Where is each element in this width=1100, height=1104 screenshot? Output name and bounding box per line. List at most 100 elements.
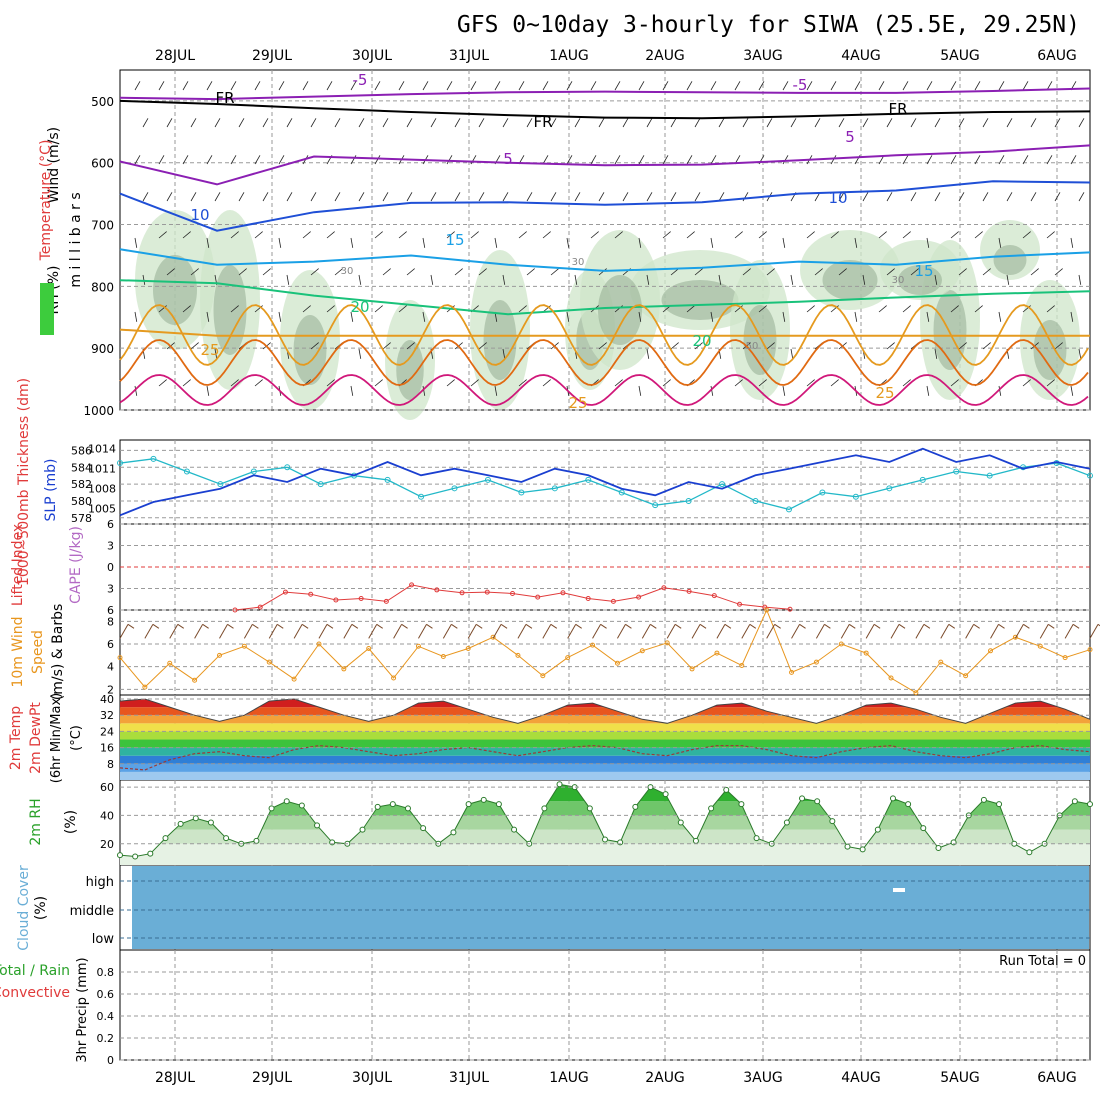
wind-barb <box>926 385 930 396</box>
wind-speed-marker <box>1062 655 1068 661</box>
surface-wind-barb-flag <box>849 623 856 629</box>
wind-barb <box>886 192 893 202</box>
wind-barb <box>430 274 434 285</box>
rh-2m-marker <box>359 826 366 833</box>
ytick-pressure: 600 <box>91 157 114 171</box>
ytick-lifted-index: 0 <box>107 561 114 574</box>
rh-2m-marker <box>920 825 927 832</box>
wind-barb <box>766 342 775 350</box>
wind-speed-marker <box>590 642 596 648</box>
wind-speed-marker <box>440 653 446 659</box>
wind-barb <box>830 379 839 387</box>
wind-speed-marker <box>415 643 421 649</box>
surface-wind-barb <box>393 624 403 639</box>
rh-2m-marker <box>480 796 487 803</box>
wind-barb <box>470 155 477 165</box>
ytick-precip: 0.4 <box>97 1010 115 1023</box>
wind-barb <box>382 192 389 202</box>
dewpoint-line <box>119 744 1091 771</box>
surface-wind-barb <box>1064 624 1074 639</box>
wind-barb <box>710 385 714 396</box>
wind-barb <box>310 118 317 128</box>
wind-barb <box>550 192 557 202</box>
contour-label: 30 <box>572 257 585 268</box>
wind-barb <box>494 81 501 91</box>
wind-barb <box>526 118 533 128</box>
rh-2m-marker <box>708 805 715 812</box>
rh-2m-marker <box>132 853 139 860</box>
wind-barb <box>1022 155 1029 165</box>
wind-barb <box>238 192 245 202</box>
wind-barb <box>926 237 930 248</box>
surface-wind-barb <box>915 624 925 639</box>
wind-barb <box>1078 192 1085 202</box>
contour-label: 30 <box>341 266 354 277</box>
rh-2m-marker <box>511 826 518 833</box>
rh-2m-marker <box>677 819 684 826</box>
lifted-index-marker <box>661 585 667 591</box>
wind-barb <box>134 311 138 322</box>
wind-barb <box>598 268 607 276</box>
wind-speed-marker <box>565 655 571 661</box>
lifted-index-marker <box>232 607 238 613</box>
date-label-bottom: 4AUG <box>841 1070 881 1086</box>
rh-2m-marker <box>495 801 502 808</box>
wind-barb <box>854 311 858 322</box>
wind-barb <box>766 268 775 276</box>
wind-barb <box>358 348 362 359</box>
surface-wind-barb <box>815 624 825 639</box>
wind-barb <box>910 118 917 128</box>
surface-wind-barb-flag <box>152 623 160 629</box>
slp-line <box>119 447 1091 517</box>
wind-speed-marker <box>192 677 198 683</box>
wind-barb <box>694 268 703 276</box>
ytick-temp: 8 <box>107 758 114 771</box>
wind-barb <box>590 81 597 91</box>
wind-barb <box>806 81 813 91</box>
temp-bands <box>120 699 1090 780</box>
wind-barb <box>230 305 239 313</box>
surface-wind-barb-flag <box>276 623 284 629</box>
thickness-line <box>119 458 1091 511</box>
ytick-rh: 40 <box>100 809 114 822</box>
temp-band <box>120 747 1090 756</box>
rh-2m-marker <box>253 837 260 844</box>
contour-label: 25 <box>568 394 587 412</box>
lifted-index-marker <box>459 590 465 596</box>
lifted-index-marker <box>282 589 288 595</box>
wind-barb <box>550 118 557 128</box>
wind-barb <box>350 385 354 396</box>
rh-2m-marker <box>889 795 896 802</box>
wind-barb <box>790 348 794 359</box>
wind-barb <box>166 118 173 128</box>
wind-barb <box>982 192 989 202</box>
surface-wind-barb-flag <box>426 623 433 629</box>
wind-barb <box>734 81 741 91</box>
thickness-marker <box>585 476 592 483</box>
wind-barb <box>182 231 191 239</box>
wind-barb <box>502 192 509 202</box>
surface-wind-barb <box>641 624 651 639</box>
rh-2m-marker <box>602 836 608 843</box>
contour-label: 25 <box>200 341 219 359</box>
lifted-index-marker <box>585 596 591 602</box>
lifted-index-marker <box>535 594 541 600</box>
surface-wind-barb <box>666 624 676 639</box>
wind-barb <box>286 192 293 202</box>
wind-barb <box>886 268 895 276</box>
rh-2m-marker <box>996 801 1003 808</box>
wind-barb <box>862 118 869 128</box>
wind-speed-marker <box>913 690 919 696</box>
wind-barb <box>278 81 285 91</box>
date-label-bottom: 30JUL <box>352 1070 392 1086</box>
wind-speed-marker <box>391 675 397 681</box>
rh-2m-marker <box>723 786 730 793</box>
lifted-index-marker <box>737 601 743 607</box>
wind-barb <box>422 311 426 322</box>
surface-wind-barb <box>741 624 751 639</box>
wind-barb <box>646 118 653 128</box>
surface-wind-barb <box>791 624 800 639</box>
surface-wind-barb-flag <box>451 623 458 629</box>
warm-contour <box>119 339 1089 386</box>
